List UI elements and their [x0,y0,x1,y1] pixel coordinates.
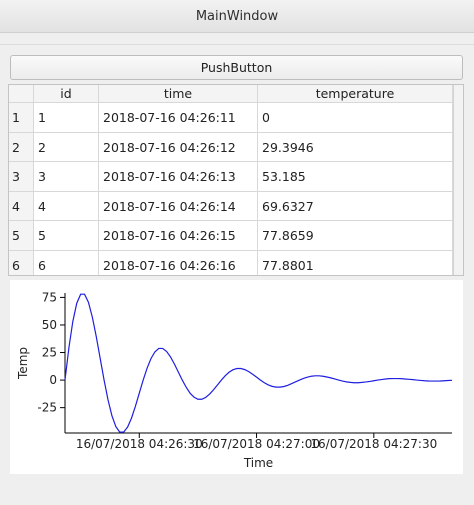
row-header: 4 [9,191,34,221]
toolbar [0,33,474,45]
y-axis-label: Temp [16,347,30,380]
table-cell: 2018-07-16 04:26:14 [99,191,258,221]
y-tick-label: -25 [37,401,57,415]
row-header: 1 [9,103,34,133]
row-header: 2 [9,132,34,162]
column-header: temperature [258,85,453,103]
column-header: id [34,85,99,103]
push-button[interactable]: PushButton [10,55,463,80]
data-line [64,293,453,433]
table: id time temperature 1 1 2018-07-16 04:26:11 0 2… [8,84,464,276]
title-bar: MainWindow [0,0,474,33]
table-cell: 53.185 [258,162,453,192]
table-cell: 77.8801 [258,250,453,275]
table-cell: 29.3946 [258,132,453,162]
table-cell: 0 [258,103,453,133]
table-cell: 2018-07-16 04:26:13 [99,162,258,192]
table-cell: 2 [34,132,99,162]
table-cell: 2018-07-16 04:26:15 [99,221,258,251]
table-cell: 5 [34,221,99,251]
y-tick-label: 75 [42,290,57,304]
x-tick-label: 16/07/2018 04:27:30 [310,437,437,451]
y-tick-label: 0 [49,373,57,387]
row-header: 3 [9,162,34,192]
table-cell: 3 [34,162,99,192]
table-cell: 69.6327 [258,191,453,221]
y-tick-label: 50 [42,318,57,332]
x-axis-label: Time [243,456,273,470]
table-cell: 4 [34,191,99,221]
scrollbar[interactable] [453,85,463,275]
y-tick-label: 25 [42,346,57,360]
column-header: time [99,85,258,103]
corner-header [9,85,34,103]
table-cell: 2018-07-16 04:26:11 [99,103,258,133]
table-cell: 1 [34,103,99,133]
x-tick-label: 16/07/2018 04:27:00 [193,437,320,451]
table-cell: 77.8659 [258,221,453,251]
row-header: 5 [9,221,34,251]
table-cell: 2018-07-16 04:26:12 [99,132,258,162]
table-cell: 2018-07-16 04:26:16 [99,250,258,275]
table-cell: 6 [34,250,99,275]
row-header: 6 [9,250,34,275]
x-tick-label: 16/07/2018 04:26:30 [76,437,203,451]
